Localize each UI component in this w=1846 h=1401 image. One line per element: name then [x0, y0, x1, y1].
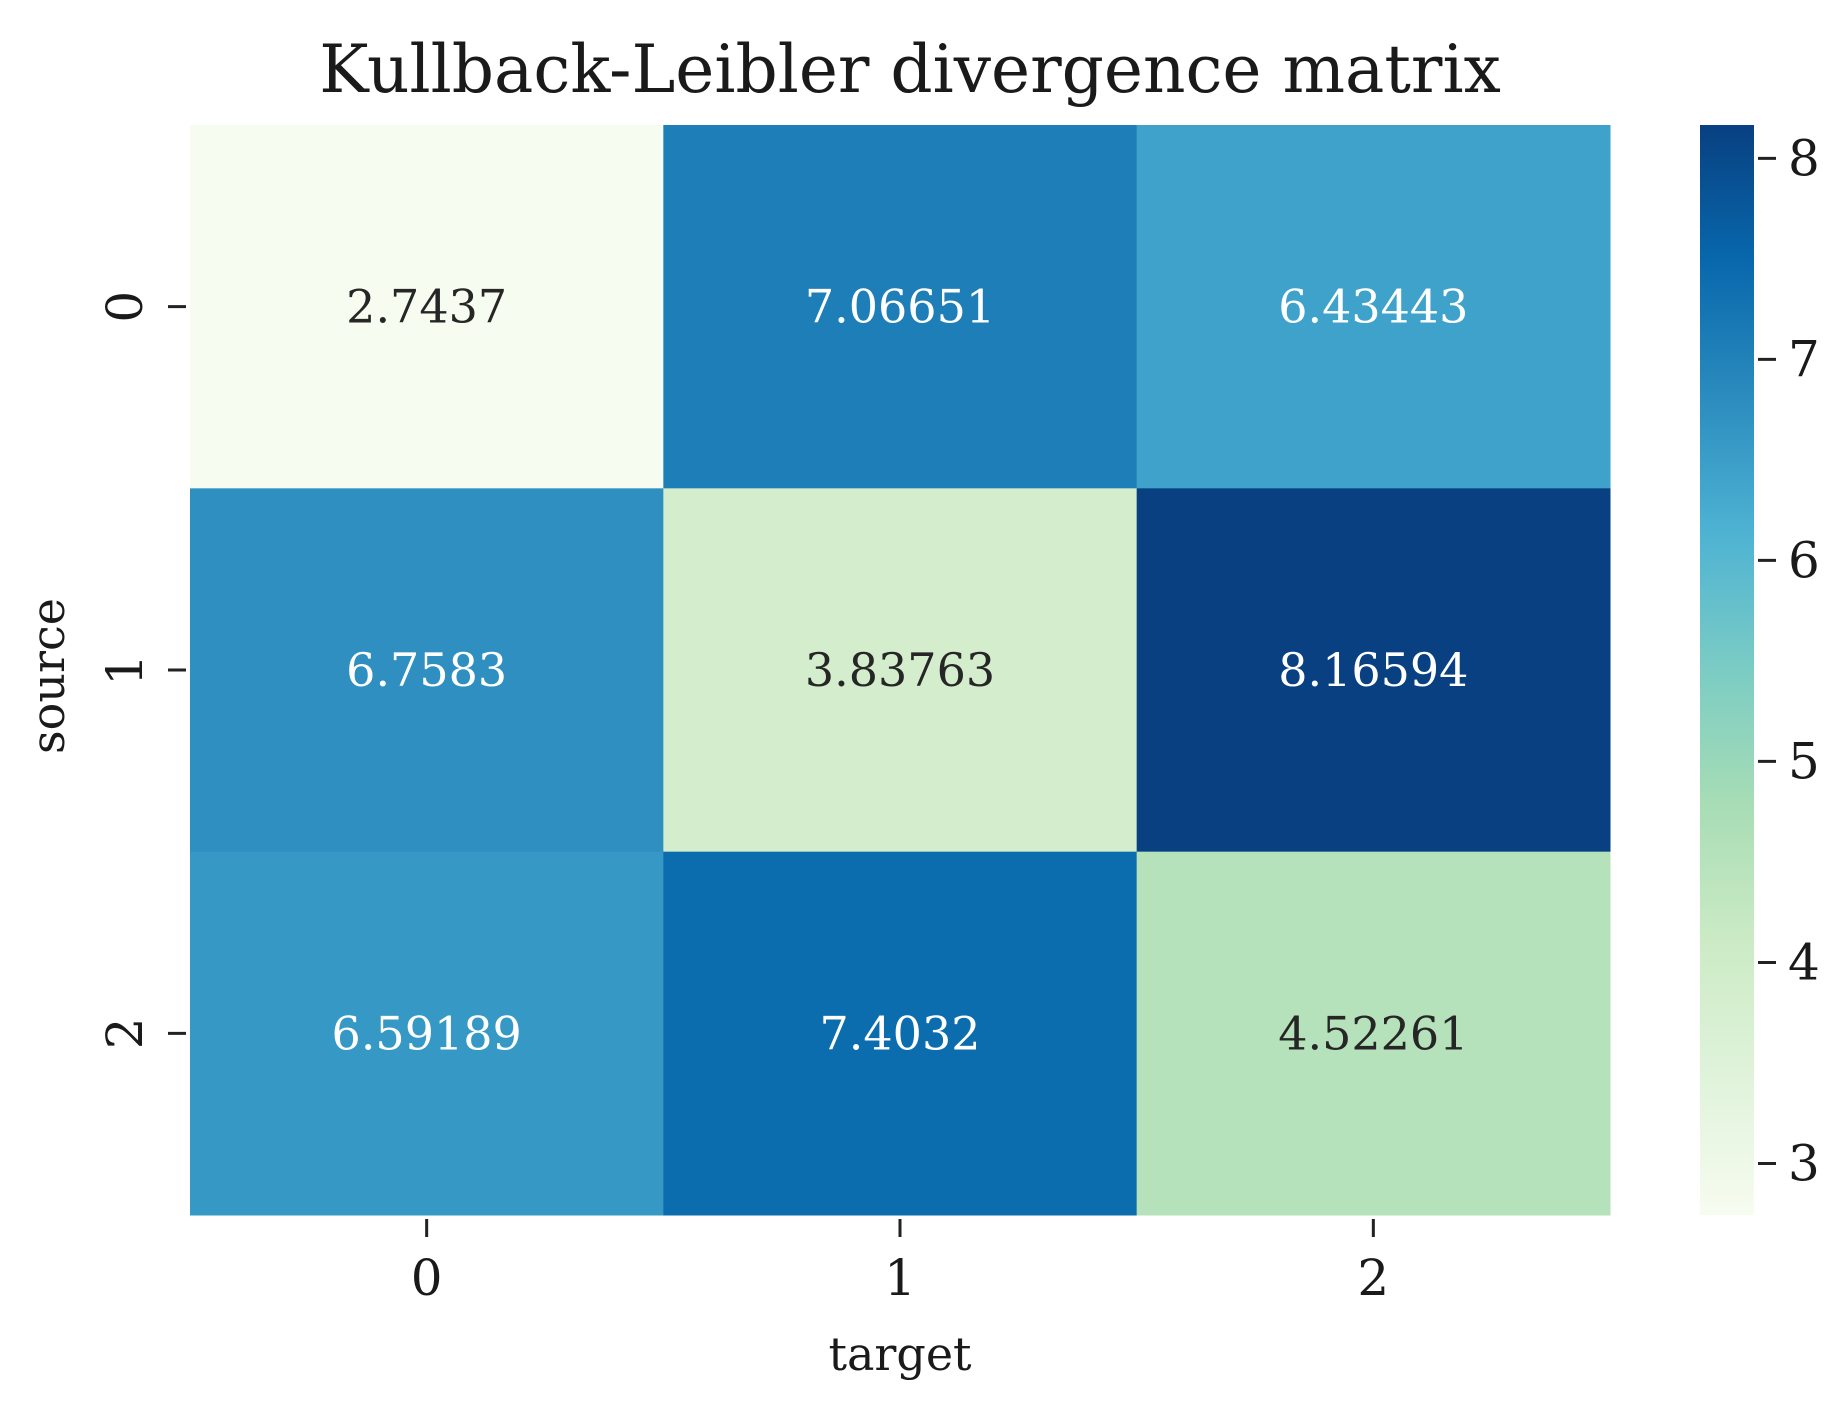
x-tick-label-2: 2: [1357, 1249, 1389, 1307]
x-tick-label-0: 0: [411, 1249, 443, 1307]
colorbar-tick-label-2: 5: [1788, 732, 1820, 790]
heatmap-cells: [190, 125, 1611, 1216]
heatmap-cell-r1-c1: [663, 488, 1138, 853]
colorbar-ticks: 3 4 5 6 7 8: [1758, 129, 1820, 1192]
cell-label-r2-c0: 6.59189: [332, 1006, 522, 1060]
chart-title: Kullback-Leibler divergence matrix: [319, 31, 1501, 108]
cell-label-r0-c1: 7.06651: [805, 280, 995, 334]
colorbar-tick-label-1: 4: [1788, 933, 1820, 991]
heatmap-cell-r1-c0: [190, 488, 664, 853]
y-tick-label-0: 0: [96, 291, 154, 323]
cell-label-r1-c0: 6.7583: [346, 643, 507, 697]
colorbar-tick-label-0: 3: [1788, 1134, 1820, 1192]
cell-label-r1-c2: 8.16594: [1278, 643, 1468, 697]
heatmap-cell-r0-c0: [190, 125, 664, 489]
cell-label-r2-c1: 7.4032: [820, 1006, 981, 1060]
y-tick-label-1: 1: [96, 654, 154, 686]
heatmap-cell-r2-c2: [1136, 851, 1611, 1216]
cell-label-r0-c0: 2.7437: [346, 280, 507, 334]
heatmap-cell-r0-c1: [663, 125, 1138, 489]
colorbar-tick-label-3: 6: [1788, 531, 1820, 589]
heatmap-cell-labels: 2.7437 7.06651 6.43443 6.7583 3.83763 8.16594…: [332, 280, 1469, 1061]
heatmap-cell-r2-c0: [190, 851, 664, 1216]
colorbar-tick-label-4: 7: [1788, 330, 1820, 388]
x-axis: 0 1 2: [411, 1219, 1389, 1307]
heatmap-cell-r2-c1: [663, 851, 1138, 1216]
y-tick-label-2: 2: [96, 1017, 154, 1049]
x-tick-label-1: 1: [884, 1249, 916, 1307]
heatmap-cell-r0-c2: [1136, 125, 1611, 489]
y-axis: 0 1 2: [96, 291, 186, 1049]
cell-label-r1-c1: 3.83763: [805, 643, 995, 697]
colorbar-tick-label-5: 8: [1788, 129, 1820, 187]
cell-label-r0-c2: 6.43443: [1278, 280, 1468, 334]
x-axis-label: target: [828, 1327, 972, 1381]
y-axis-label: source: [21, 598, 75, 754]
cell-label-r2-c2: 4.52261: [1278, 1006, 1468, 1060]
colorbar: [1700, 125, 1754, 1215]
heatmap-cell-r1-c2: [1136, 488, 1611, 853]
